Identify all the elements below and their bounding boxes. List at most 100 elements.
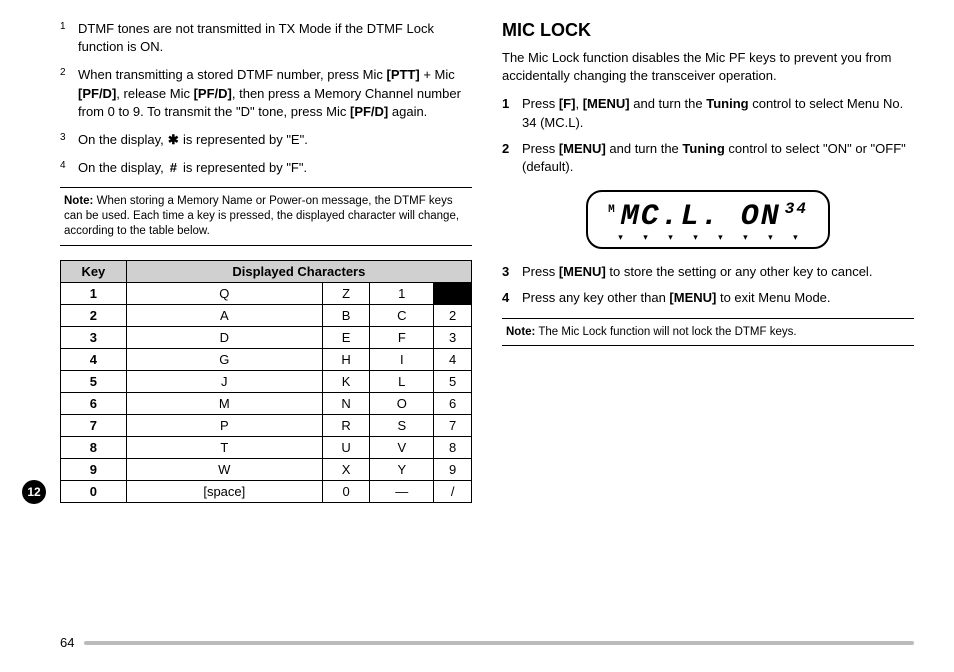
char-cell: R — [322, 415, 369, 437]
key-cell: 8 — [61, 437, 127, 459]
char-cell: 1 — [370, 283, 434, 305]
char-cell: M — [126, 393, 322, 415]
table-header-key: Key — [61, 261, 127, 283]
table-row: 4GHI4 — [61, 349, 472, 371]
right-column: MIC LOCK The Mic Lock function disables … — [502, 20, 914, 503]
table-row: 0[space]0—/ — [61, 481, 472, 503]
key-cell: 3 — [61, 327, 127, 349]
char-cell: X — [322, 459, 369, 481]
char-cell: Y — [370, 459, 434, 481]
char-cell: P — [126, 415, 322, 437]
footnote-number: 4 — [60, 159, 78, 177]
char-cell: 7 — [434, 415, 472, 437]
char-cell: O — [370, 393, 434, 415]
intro-paragraph: The Mic Lock function disables the Mic P… — [502, 49, 914, 85]
footnote-text: DTMF tones are not transmitted in TX Mod… — [78, 20, 472, 56]
characters-table: Key Displayed Characters 1QZ12ABC23DEF34… — [60, 260, 472, 503]
note-box: Note: The Mic Lock function will not loc… — [502, 318, 914, 347]
table-row: 3DEF3 — [61, 327, 472, 349]
char-cell: Q — [126, 283, 322, 305]
char-cell: 2 — [434, 305, 472, 327]
char-cell: Z — [322, 283, 369, 305]
char-cell: B — [322, 305, 369, 327]
char-cell: 3 — [434, 327, 472, 349]
step-number: 1 — [502, 95, 522, 131]
char-cell: 5 — [434, 371, 472, 393]
char-cell: W — [126, 459, 322, 481]
step-text: Press any key other than [MENU] to exit … — [522, 289, 914, 307]
footnote-item: 2When transmitting a stored DTMF number,… — [60, 66, 472, 121]
table-row: 8TUV8 — [61, 437, 472, 459]
char-cell: U — [322, 437, 369, 459]
footnote-number: 1 — [60, 20, 78, 56]
table-row: 1QZ1 — [61, 283, 472, 305]
footnote-number: 2 — [60, 66, 78, 121]
footnote-text: On the display, ✱ is represented by "E". — [78, 131, 472, 149]
char-cell: C — [370, 305, 434, 327]
lcd-display: M MC.L. ON 34 ▾▾▾▾▾▾▾▾ — [586, 190, 830, 249]
footnote-item: 1DTMF tones are not transmitted in TX Mo… — [60, 20, 472, 56]
char-cell: 8 — [434, 437, 472, 459]
char-cell: J — [126, 371, 322, 393]
step-text: Press [MENU] and turn the Tuning control… — [522, 140, 914, 176]
step-number: 3 — [502, 263, 522, 281]
table-row: 9WXY9 — [61, 459, 472, 481]
procedure-step: 2Press [MENU] and turn the Tuning contro… — [502, 140, 914, 176]
footnote-item: 3On the display, ✱ is represented by "E"… — [60, 131, 472, 149]
page-number: 64 — [60, 635, 74, 650]
char-cell: 6 — [434, 393, 472, 415]
char-cell: K — [322, 371, 369, 393]
key-cell: 4 — [61, 349, 127, 371]
note-box: Note: When storing a Memory Name or Powe… — [60, 187, 472, 246]
step-text: Press [MENU] to store the setting or any… — [522, 263, 914, 281]
footnote-text: On the display, # is represented by "F". — [78, 159, 472, 177]
char-cell: S — [370, 415, 434, 437]
key-cell: 1 — [61, 283, 127, 305]
footer-rule — [84, 641, 914, 645]
char-cell: 4 — [434, 349, 472, 371]
char-cell: [space] — [126, 481, 322, 503]
lcd-small: M — [608, 204, 617, 216]
procedure-step: 4Press any key other than [MENU] to exit… — [502, 289, 914, 307]
char-cell: I — [370, 349, 434, 371]
procedure-step: 3Press [MENU] to store the setting or an… — [502, 263, 914, 281]
char-cell: / — [434, 481, 472, 503]
char-cell: E — [322, 327, 369, 349]
step-number: 2 — [502, 140, 522, 176]
char-cell: — — [370, 481, 434, 503]
key-cell: 9 — [61, 459, 127, 481]
char-cell: F — [370, 327, 434, 349]
char-cell: 9 — [434, 459, 472, 481]
step-text: Press [F], [MENU] and turn the Tuning co… — [522, 95, 914, 131]
char-cell: T — [126, 437, 322, 459]
char-cell: 0 — [322, 481, 369, 503]
table-row: 6MNO6 — [61, 393, 472, 415]
left-column: 1DTMF tones are not transmitted in TX Mo… — [60, 20, 472, 503]
char-cell: N — [322, 393, 369, 415]
lcd-main-text: MC.L. ON — [621, 200, 781, 234]
key-cell: 7 — [61, 415, 127, 437]
char-cell: H — [322, 349, 369, 371]
key-cell: 2 — [61, 305, 127, 327]
procedure-step: 1Press [F], [MENU] and turn the Tuning c… — [502, 95, 914, 131]
char-cell: D — [126, 327, 322, 349]
footnote-text: When transmitting a stored DTMF number, … — [78, 66, 472, 121]
page-footer: 64 — [60, 635, 914, 650]
step-number: 4 — [502, 289, 522, 307]
lcd-menu-number: 34 — [785, 200, 808, 218]
char-cell: V — [370, 437, 434, 459]
table-header-chars: Displayed Characters — [126, 261, 471, 283]
char-cell-blank — [434, 283, 472, 305]
table-row: 2ABC2 — [61, 305, 472, 327]
key-cell: 5 — [61, 371, 127, 393]
section-title: MIC LOCK — [502, 20, 914, 41]
footnote-item: 4On the display, # is represented by "F"… — [60, 159, 472, 177]
char-cell: A — [126, 305, 322, 327]
footnote-number: 3 — [60, 131, 78, 149]
chapter-tab: 12 — [22, 480, 46, 504]
char-cell: G — [126, 349, 322, 371]
table-row: 5JKL5 — [61, 371, 472, 393]
key-cell: 0 — [61, 481, 127, 503]
key-cell: 6 — [61, 393, 127, 415]
char-cell: L — [370, 371, 434, 393]
